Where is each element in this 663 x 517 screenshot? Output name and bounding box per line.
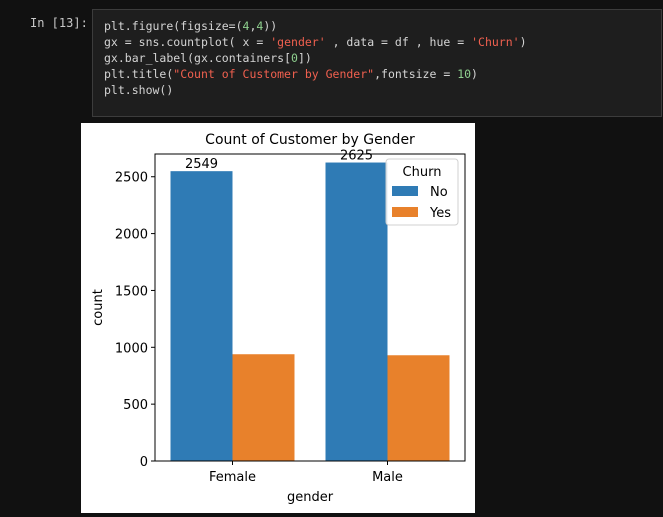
y-tick-label: 500 — [123, 398, 148, 413]
countplot-chart: Count of Customer by Gender 2549 2625 0 500 1… — [91, 132, 466, 505]
bar — [387, 355, 450, 461]
bar — [232, 354, 295, 461]
y-tick-label: 0 — [140, 455, 148, 470]
code-token: ( — [235, 19, 243, 33]
code-token: gx — [194, 51, 208, 65]
code-token: "Count of Customer by Gender" — [173, 67, 375, 81]
code-token: x — [242, 35, 257, 49]
code-token: ( — [166, 67, 174, 81]
code-token: plt — [104, 83, 125, 97]
y-axis-label: count — [91, 289, 106, 326]
code-token: df — [394, 35, 416, 49]
code-token: ( — [173, 19, 181, 33]
code-token: = — [256, 35, 271, 49]
y-tick-label: 1000 — [115, 341, 148, 356]
code-token: . — [159, 35, 167, 49]
code-line: plt.show() — [104, 82, 650, 98]
code-token: ) — [471, 67, 478, 81]
code-token: data — [346, 35, 382, 49]
code-token: , — [415, 35, 430, 49]
bar-data-label: 2625 — [340, 149, 373, 164]
code-token: gx — [104, 35, 125, 49]
code-cell-editor[interactable]: plt.figure(figsize=(4,4)) gx = sns.countp… — [92, 9, 662, 117]
code-token: = — [457, 35, 472, 49]
legend-swatch — [392, 186, 418, 196]
legend-label: Yes — [429, 206, 451, 221]
code-token: figsize — [180, 19, 229, 33]
code-token: = — [381, 35, 395, 49]
code-token: title — [131, 67, 167, 81]
code-token: bar_label — [124, 51, 188, 65]
code-token: containers — [214, 51, 285, 65]
x-tick-label: Female — [209, 470, 256, 485]
code-token: countplot — [166, 35, 229, 49]
code-line: gx.bar_label(gx.containers[0]) — [104, 50, 650, 66]
code-token: show — [131, 83, 160, 97]
chart-title: Count of Customer by Gender — [205, 132, 415, 148]
code-token: . — [207, 51, 215, 65]
legend-label: No — [430, 185, 448, 200]
bar — [170, 171, 233, 461]
code-token: 4 — [242, 19, 250, 33]
code-token: ( — [187, 51, 195, 65]
cell-prompt: In [13]: — [30, 16, 88, 30]
code-token: figure — [131, 19, 174, 33]
code-token: )) — [263, 19, 278, 33]
code-token: . — [124, 83, 132, 97]
code-token: plt — [104, 19, 125, 33]
code-token: 'Churn' — [471, 35, 520, 49]
code-token: ( — [228, 35, 243, 49]
x-axis-label: gender — [287, 490, 334, 505]
code-token: . — [117, 51, 125, 65]
code-token: , — [325, 35, 347, 49]
code-token: ) — [519, 35, 527, 49]
code-line: plt.figure(figsize=(4,4)) — [104, 18, 650, 34]
bar — [325, 162, 388, 461]
plot-output: Count of Customer by Gender 2549 2625 0 500 1… — [81, 123, 475, 513]
code-token: = — [228, 19, 236, 33]
code-token: , — [249, 19, 257, 33]
code-token: , — [374, 67, 382, 81]
legend-swatch — [392, 207, 418, 217]
code-token: fontsize — [381, 67, 444, 81]
code-token: . — [124, 19, 132, 33]
y-tick-label: 1500 — [115, 284, 148, 299]
code-token: 4 — [256, 19, 264, 33]
code-token: hue — [429, 35, 458, 49]
code-token: = — [124, 35, 139, 49]
axes-frame — [154, 153, 466, 462]
code-token: [ — [284, 51, 292, 65]
code-line: plt.title("Count of Customer by Gender",… — [104, 66, 650, 82]
code-token: 10 — [457, 67, 472, 81]
code-token: () — [159, 83, 174, 97]
x-tick-label: Male — [372, 470, 403, 485]
y-tick-label: 2500 — [115, 171, 148, 186]
code-token: ]) — [297, 51, 312, 65]
code-token: . — [124, 67, 132, 81]
code-token: 'gender' — [270, 35, 326, 49]
code-token: gx — [104, 51, 118, 65]
code-token: sns — [138, 35, 160, 49]
y-tick-label: 2000 — [115, 228, 148, 243]
legend-title: Churn — [403, 165, 442, 180]
bar-data-label: 2549 — [185, 157, 218, 172]
code-token: plt — [104, 67, 125, 81]
code-line: gx = sns.countplot( x = 'gender' , data … — [104, 34, 650, 50]
code-token: = — [443, 67, 458, 81]
code-token: 0 — [291, 51, 298, 65]
